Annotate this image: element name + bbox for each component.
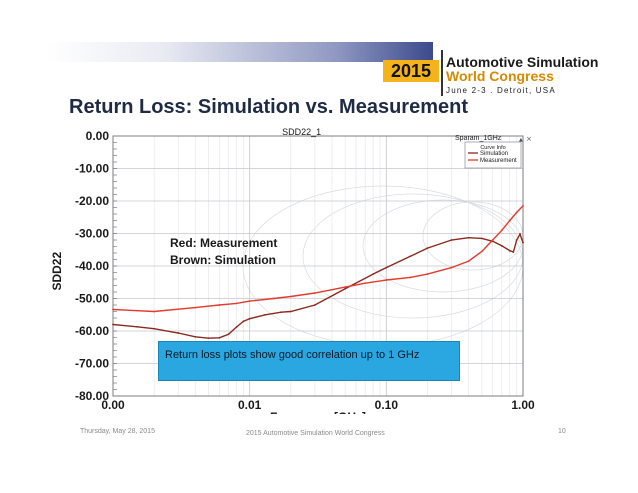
series-line-measurement <box>112 205 524 313</box>
logo-date-location: June 2-3 . Detroit, USA <box>446 86 556 95</box>
data-point-measurement <box>112 308 114 311</box>
data-point-simulation <box>280 311 283 314</box>
legend-entry-simulation: Simulation <box>480 151 508 157</box>
legend-scroll-up-icon: ▲ <box>519 137 523 143</box>
data-point-measurement <box>289 295 292 298</box>
y-tick-label: -40.00 <box>75 259 109 273</box>
logo-title-line1: Automotive Simulation <box>446 54 599 70</box>
x-tick-label: 0.10 <box>375 398 399 412</box>
plot-border <box>112 135 524 397</box>
data-point-measurement <box>467 260 470 263</box>
data-point-measurement <box>522 204 524 207</box>
y-tick-label: -60.00 <box>75 324 109 338</box>
data-point-measurement <box>480 250 483 253</box>
data-point-measurement <box>344 286 347 289</box>
data-point-simulation <box>515 239 518 241</box>
data-point-simulation <box>242 320 245 323</box>
data-point-simulation <box>385 266 388 269</box>
x-axis-label: Frequency [GHz] <box>270 410 366 414</box>
slide-title: Return Loss: Simulation vs. Measurement <box>69 96 468 118</box>
y-tick-label: -80.00 <box>75 389 109 403</box>
data-point-measurement <box>194 306 197 309</box>
series-line-simulation <box>112 232 524 339</box>
data-point-simulation <box>344 287 347 290</box>
data-point-simulation <box>480 237 483 240</box>
data-point-simulation <box>409 255 412 258</box>
data-point-measurement <box>409 276 412 279</box>
data-point-simulation <box>207 337 210 340</box>
data-point-measurement <box>508 219 511 222</box>
chart-title: SDD22_1 <box>282 127 321 137</box>
y-tick-label: -70.00 <box>75 357 109 371</box>
data-point-simulation <box>500 244 503 247</box>
data-point-simulation <box>467 236 470 239</box>
data-point-simulation <box>235 326 238 328</box>
data-point-simulation <box>512 251 515 253</box>
x-tick-label: 0.00 <box>101 398 125 412</box>
data-point-measurement <box>272 297 275 300</box>
annotation-red-measurement: Red: Measurement <box>170 236 278 250</box>
data-point-simulation <box>450 239 453 241</box>
legend-entry-measurement: Measurement <box>480 158 517 164</box>
logo-divider <box>441 50 443 96</box>
data-point-measurement <box>248 300 251 302</box>
data-point-simulation <box>227 333 230 336</box>
footer-conference: 2015 Automotive Simulation World Congres… <box>246 430 385 437</box>
data-point-measurement <box>385 279 388 281</box>
data-point-measurement <box>426 273 429 276</box>
legend-close-icon: × <box>526 135 532 143</box>
data-point-simulation <box>426 247 429 250</box>
data-point-measurement <box>500 229 503 232</box>
data-point-simulation <box>313 304 316 306</box>
y-tick-label: -50.00 <box>75 292 109 306</box>
annotation-brown-simulation: Brown: Simulation <box>170 253 276 267</box>
footer-date: Thursday, May 28, 2015 <box>80 428 155 435</box>
conference-logo: 2015 Automotive Simulation World Congres… <box>383 50 598 102</box>
footer-page-number: 10 <box>558 428 566 435</box>
data-point-measurement <box>313 292 316 294</box>
legend-subheader: Curve Info <box>480 145 505 151</box>
data-point-simulation <box>522 241 524 244</box>
header-gradient-bar <box>47 42 433 62</box>
y-tick-label: -10.00 <box>75 162 109 176</box>
logo-title-line2: World Congress <box>446 68 554 84</box>
data-point-simulation <box>248 317 251 320</box>
data-point-measurement <box>364 282 367 285</box>
data-point-simulation <box>264 313 267 316</box>
data-point-simulation <box>194 335 197 338</box>
data-point-simulation <box>519 233 521 236</box>
data-point-measurement <box>515 211 518 214</box>
y-tick-label: 0.00 <box>86 129 110 143</box>
legend-header: Sparam_1GHz <box>455 135 502 142</box>
callout-text: Return loss plots show good correlation … <box>165 349 420 361</box>
data-point-measurement <box>235 302 238 305</box>
data-point-simulation <box>289 310 292 313</box>
x-tick-label: 0.01 <box>238 398 262 412</box>
data-point-measurement <box>218 304 221 306</box>
data-point-simulation <box>508 249 511 252</box>
legend-box <box>464 141 522 169</box>
data-point-measurement <box>450 266 453 269</box>
data-point-simulation <box>112 323 114 326</box>
data-point-measurement <box>491 239 494 241</box>
data-point-measurement <box>153 310 156 313</box>
x-tick-label: 1.00 <box>511 398 535 412</box>
data-point-simulation <box>153 327 156 330</box>
data-point-simulation <box>218 336 221 339</box>
data-point-simulation <box>136 325 138 328</box>
y-tick-label: -30.00 <box>75 227 109 241</box>
data-point-simulation <box>372 273 374 276</box>
y-axis-label: SDD22 <box>50 252 64 291</box>
data-point-simulation <box>177 332 180 334</box>
logo-year: 2015 <box>383 60 439 82</box>
correlation-callout-box: Return loss plots show good correlation … <box>158 341 460 381</box>
y-tick-label: -20.00 <box>75 194 109 208</box>
